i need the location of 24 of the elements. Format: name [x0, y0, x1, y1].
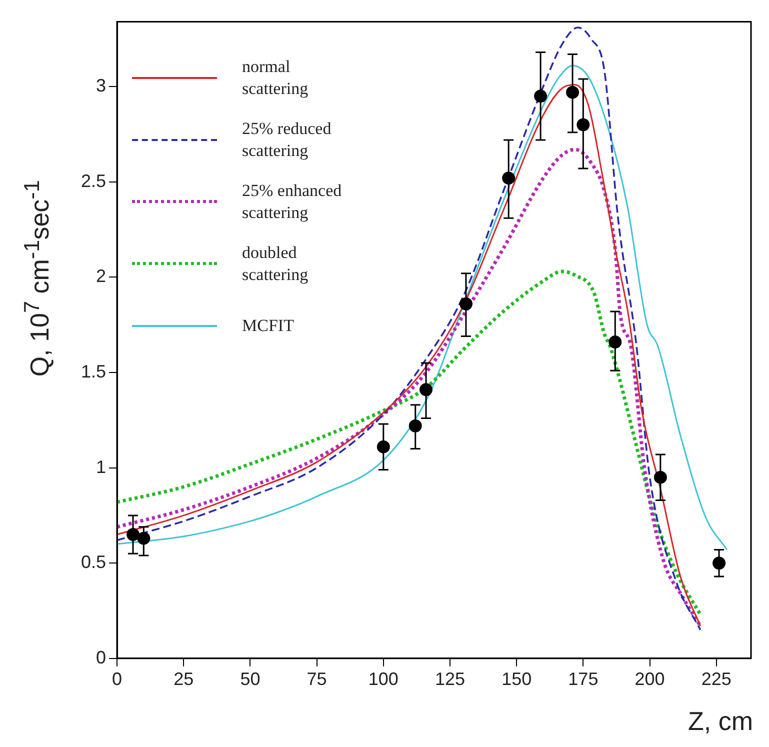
legend-label: doubled scattering — [242, 242, 310, 286]
y-tick-label: 2 — [96, 266, 106, 286]
x-tick-label: 225 — [701, 669, 732, 690]
legend-label: 25% enhanced scattering — [242, 180, 343, 224]
y-tick-label: 3 — [96, 76, 106, 96]
legend-label: 25% reduced scattering — [242, 118, 332, 162]
y-tick-label: 1 — [96, 456, 106, 477]
x-tick-label: 150 — [502, 669, 532, 690]
x-tick-label: 25 — [174, 669, 194, 690]
legend-label: MCFIT — [242, 314, 295, 337]
y-tick-label: 2.5 — [80, 170, 106, 191]
x-tick-label: 0 — [112, 669, 122, 690]
x-tick-label: 50 — [240, 669, 260, 690]
y-tick-label: 0.5 — [80, 552, 106, 572]
y-tick-label: 0 — [96, 647, 106, 668]
legend-label: normal scattering — [242, 56, 310, 100]
line-series — [117, 270, 702, 616]
x-tick-label: 100 — [368, 669, 398, 690]
y-tick-label: 1.5 — [80, 361, 106, 382]
x-axis-title: Z, cm — [688, 706, 753, 737]
x-tick-label: 200 — [634, 669, 665, 690]
x-tick-label: 75 — [306, 669, 327, 690]
x-tick-label: 175 — [568, 669, 598, 690]
x-tick-label: 125 — [434, 669, 466, 690]
